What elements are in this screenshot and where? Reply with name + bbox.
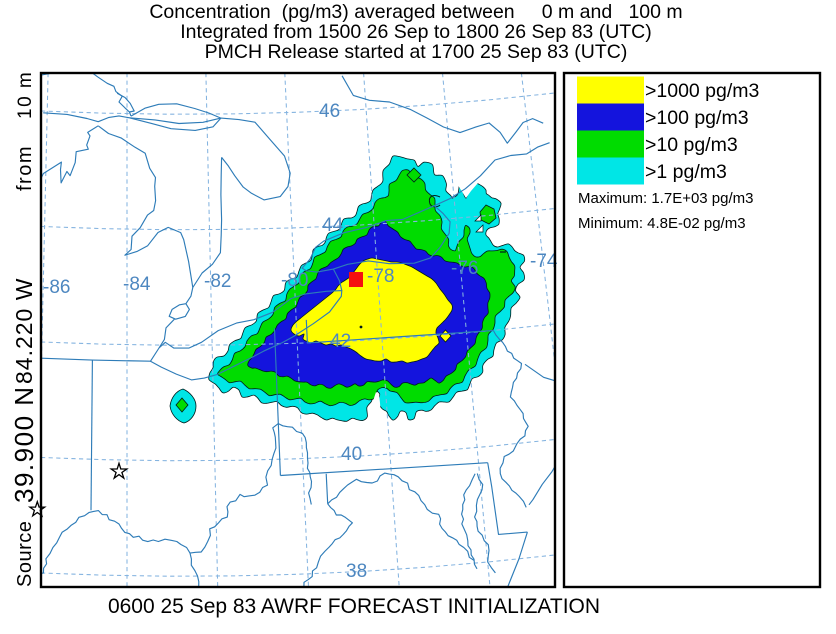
svg-text:>100 pg/m3: >100 pg/m3 — [645, 107, 749, 129]
svg-text:44: 44 — [322, 215, 344, 236]
svg-text:0600 25 Sep 83 AWRF FORECAST I: 0600 25 Sep 83 AWRF FORECAST INITIALIZAT… — [108, 595, 600, 618]
svg-text:-76: -76 — [451, 258, 478, 279]
svg-text:38: 38 — [346, 561, 367, 582]
svg-text:-86: -86 — [43, 277, 70, 298]
svg-text:Concentration (pg/m3) average: Concentration (pg/m3) averaged between 0… — [149, 1, 682, 23]
svg-text:-74: -74 — [530, 251, 558, 272]
svg-text:42: 42 — [330, 331, 351, 352]
svg-text:-82: -82 — [204, 271, 231, 292]
svg-text:from: from — [14, 145, 36, 191]
svg-text:10 m: 10 m — [15, 71, 36, 119]
svg-text:Maximum: 1.7E+03 pg/m3: Maximum: 1.7E+03 pg/m3 — [578, 190, 754, 207]
svg-text:84.220 W: 84.220 W — [11, 278, 37, 384]
svg-text:>1 pg/m3: >1 pg/m3 — [645, 161, 727, 183]
svg-text:46: 46 — [319, 101, 340, 122]
svg-text:>10 pg/m3: >10 pg/m3 — [645, 134, 738, 156]
svg-text:Minimum: 4.8E-02 pg/m3: Minimum: 4.8E-02 pg/m3 — [578, 215, 746, 232]
svg-text:Source: Source — [14, 521, 36, 587]
svg-text:Integrated from 1500 26 Sep to: Integrated from 1500 26 Sep to 1800 26 S… — [180, 21, 652, 43]
svg-text:>1000 pg/m3: >1000 pg/m3 — [645, 80, 759, 102]
svg-text:-78: -78 — [367, 266, 394, 287]
svg-text:PMCH Release started at 1700 2: PMCH Release started at 1700 25 Sep 83 (… — [205, 41, 628, 63]
svg-text:-84: -84 — [123, 274, 151, 295]
svg-text:-80: -80 — [281, 270, 308, 291]
svg-text:40: 40 — [341, 444, 362, 465]
svg-text:39.900 N: 39.900 N — [9, 385, 39, 503]
